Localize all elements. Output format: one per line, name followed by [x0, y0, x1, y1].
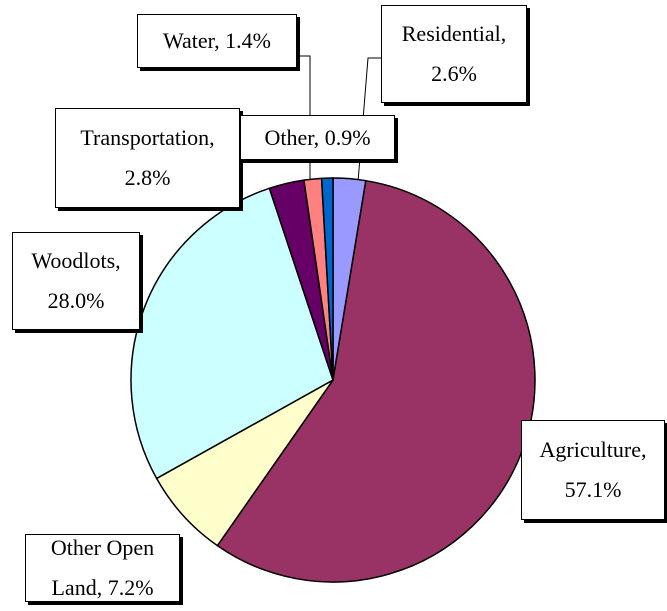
data-label: Other, 0.9% [240, 115, 395, 160]
data-label: Transportation, 2.8% [55, 108, 240, 208]
data-label: Residential, 2.6% [381, 5, 527, 103]
data-label-text: Other, 0.9% [245, 118, 390, 158]
value-label: 57.1% [564, 477, 622, 502]
data-label-text: Woodlots, 28.0% [17, 241, 135, 321]
category-label: Water, [163, 28, 220, 53]
value-label: 7.2% [107, 575, 154, 600]
data-label-text: Agriculture, 57.1% [526, 430, 660, 510]
data-label-text: Residential, 2.6% [386, 14, 522, 94]
pie-slice [216, 179, 536, 583]
category-label: Residential, [401, 21, 507, 46]
data-label: Other Open Land, 7.2% [25, 534, 180, 602]
category-label: Woodlots, [31, 248, 121, 273]
pie-slice [320, 177, 334, 381]
data-label: Agriculture, 57.1% [521, 420, 665, 520]
data-label-text: Water, 1.4% [142, 21, 292, 61]
value-label: 2.8% [124, 165, 171, 190]
value-label: 28.0% [47, 288, 105, 313]
value-label: 0.9% [324, 124, 371, 150]
value-label: 2.6% [431, 61, 477, 86]
category-label: Other Open Land, [50, 535, 155, 600]
data-label: Woodlots, 28.0% [12, 232, 140, 330]
category-label: Agriculture, [539, 437, 647, 462]
category-label: Transportation, [80, 125, 215, 150]
data-label-text: Other Open Land, 7.2% [30, 528, 175, 608]
data-label-text: Transportation, 2.8% [60, 118, 235, 198]
data-label: Water, 1.4% [137, 14, 297, 68]
value-label: 1.4% [225, 28, 271, 53]
category-label: Other, [264, 124, 320, 150]
